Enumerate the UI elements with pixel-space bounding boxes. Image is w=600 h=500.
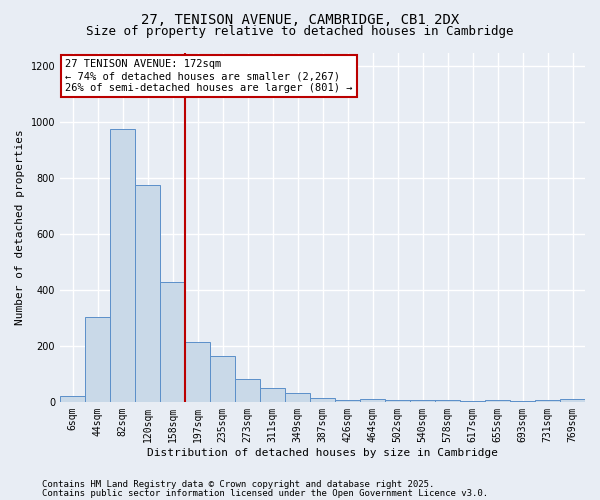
Bar [135,185,160,402]
Bar [210,356,235,402]
Text: Contains HM Land Registry data © Crown copyright and database right 2025.: Contains HM Land Registry data © Crown c… [42,480,434,489]
Text: 27, TENISON AVENUE, CAMBRIDGE, CB1 2DX: 27, TENISON AVENUE, CAMBRIDGE, CB1 2DX [141,12,459,26]
Text: 27 TENISON AVENUE: 172sqm
← 74% of detached houses are smaller (2,267)
26% of se: 27 TENISON AVENUE: 172sqm ← 74% of detac… [65,60,353,92]
Bar [435,400,460,402]
Bar [360,399,385,402]
Text: Contains public sector information licensed under the Open Government Licence v3: Contains public sector information licen… [42,489,488,498]
X-axis label: Distribution of detached houses by size in Cambridge: Distribution of detached houses by size … [147,448,498,458]
Bar [535,400,560,402]
Bar [185,342,210,402]
Text: Size of property relative to detached houses in Cambridge: Size of property relative to detached ho… [86,25,514,38]
Bar [560,399,585,402]
Bar [110,130,135,402]
Bar [235,380,260,402]
Bar [85,316,110,402]
Bar [310,398,335,402]
Bar [335,400,360,402]
Bar [60,396,85,402]
Bar [260,388,285,402]
Bar [410,400,435,402]
Bar [160,282,185,402]
Bar [285,394,310,402]
Bar [485,400,510,402]
Y-axis label: Number of detached properties: Number of detached properties [15,130,25,325]
Bar [385,400,410,402]
